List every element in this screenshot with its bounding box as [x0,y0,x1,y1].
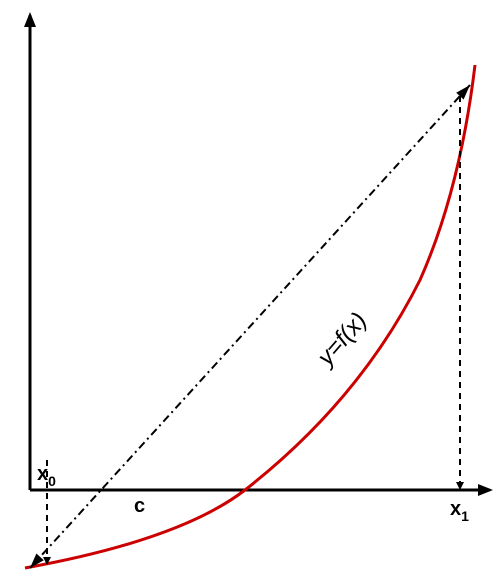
function-diagram: y=f(x) x0 x1 c [0,0,500,580]
c-label: c [134,495,145,517]
plot-background [0,0,500,580]
